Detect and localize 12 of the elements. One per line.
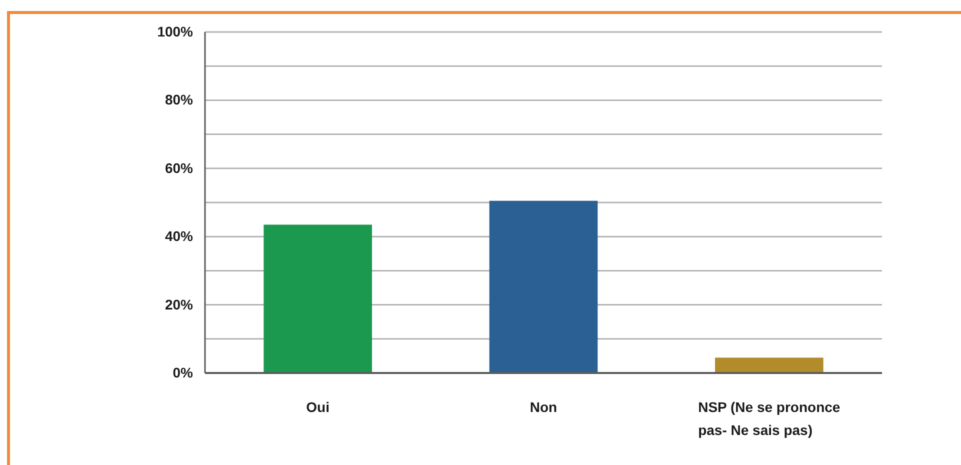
y-tick-label: 100% <box>157 23 194 40</box>
x-tick-label: Non <box>530 399 558 415</box>
bar <box>264 224 372 373</box>
y-tick-label: 40% <box>164 228 194 244</box>
y-tick-label: 0% <box>172 364 194 380</box>
bar <box>489 200 598 373</box>
y-tick-label: 60% <box>164 160 194 176</box>
y-tick-label: 80% <box>164 92 194 108</box>
y-tick-label: 20% <box>164 296 194 312</box>
x-tick-label: NSP (Ne se prononce pas- Ne sais pas) <box>698 399 840 438</box>
x-tick-label: Oui <box>306 399 330 415</box>
bar <box>715 358 824 373</box>
